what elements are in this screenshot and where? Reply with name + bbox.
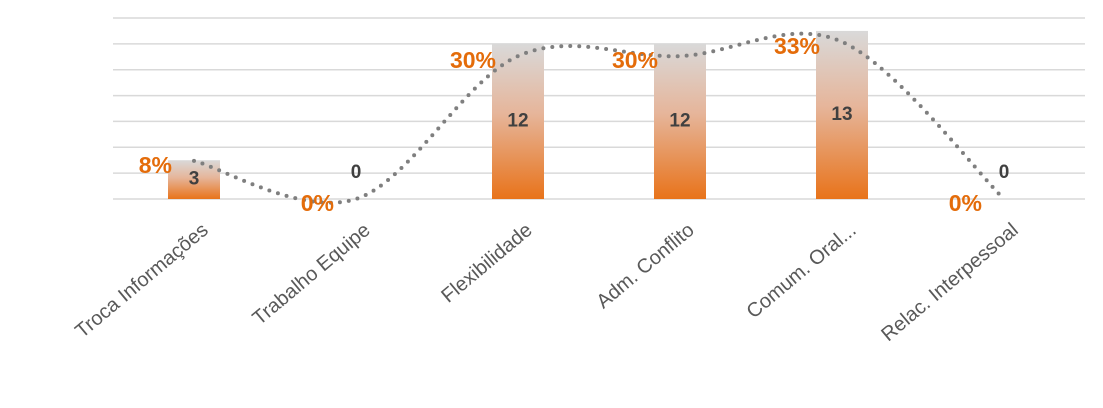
x-tick-label: Flexibilidade <box>437 219 536 307</box>
x-tick-label: Relac. Interpessoal <box>877 219 1022 346</box>
data-label: 0% <box>949 190 982 216</box>
bar <box>654 43 706 199</box>
x-tick-label: Troca Informações <box>71 219 212 343</box>
x-tick-label: Adm. Conflito <box>592 219 698 313</box>
data-label: 8% <box>139 152 172 178</box>
data-label: 30% <box>612 47 658 73</box>
data-label: 30% <box>450 47 496 73</box>
data-label: 33% <box>774 33 820 59</box>
data-label: 3 <box>189 169 200 190</box>
data-label: 0 <box>999 162 1010 183</box>
bar <box>816 30 868 199</box>
bar <box>492 43 544 199</box>
data-label: 12 <box>669 110 690 131</box>
data-label: 0 <box>351 162 362 183</box>
x-tick-label: Comum. Oral... <box>743 219 861 323</box>
data-label: 12 <box>507 110 528 131</box>
line <box>192 31 1006 205</box>
x-tick-label: Trabalho Equipe <box>249 219 375 330</box>
data-label: 0% <box>301 190 334 216</box>
data-label: 13 <box>831 104 852 125</box>
